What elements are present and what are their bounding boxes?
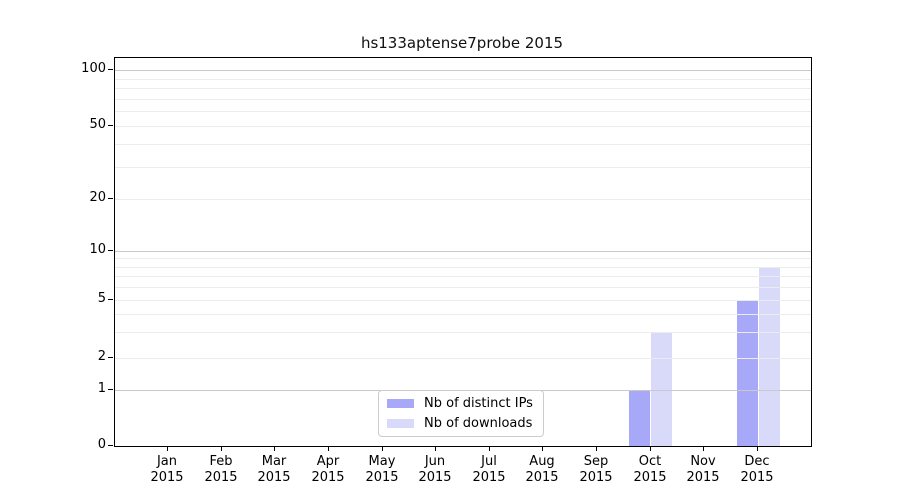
x-tick-label-month: Nov [690,454,716,469]
y-tick-label: 20 [89,190,106,205]
x-tick-label-year: 2015 [150,470,184,485]
y-axis-tick [108,299,113,300]
x-tick-label-year: 2015 [740,470,774,485]
x-axis-tick [703,447,704,451]
gridline-minor [115,300,811,301]
gridline-major [115,251,811,252]
bars-layer [115,58,811,446]
x-tick-label-year: 2015 [525,470,559,485]
chart-title: hs133aptense7probe 2015 [360,34,564,52]
gridline-minor [115,358,811,359]
bar-distinct-ips [629,390,651,446]
gridline-minor [115,126,811,127]
x-tick-label-month: May [368,454,396,469]
gridline-minor [115,314,811,315]
y-tick-label: 1 [97,381,106,396]
x-tick-label-month: Jul [481,454,497,469]
x-tick-label-month: Mar [261,454,287,469]
x-tick-label: Apr 2015 [288,454,368,486]
legend-item: Nb of distinct IPs [387,394,535,413]
y-tick-label: 50 [89,117,106,132]
x-tick-label: Sep 2015 [556,454,636,486]
legend-label: Nb of distinct IPs [424,396,533,411]
y-tick-label: 2 [97,349,106,364]
x-axis-tick [650,447,651,451]
gridline-minor [115,258,811,259]
y-axis-tick [108,357,113,358]
x-tick-label-year: 2015 [311,470,345,485]
y-tick-label: 100 [81,61,106,76]
x-tick-label: Jan 2015 [127,454,207,486]
x-tick-label-year: 2015 [204,470,238,485]
x-axis-tick [596,447,597,451]
legend-swatch [387,399,414,408]
y-axis-tick [108,389,113,390]
x-tick-label-month: Oct [638,454,662,469]
gridline-minor [115,287,811,288]
gridline-major [115,70,811,71]
bar-distinct-ips [736,300,758,446]
x-axis-tick [221,447,222,451]
x-tick-label-year: 2015 [579,470,613,485]
x-axis-tick [542,447,543,451]
x-tick-label: Jun 2015 [395,454,475,486]
y-axis-tick [108,445,113,446]
y-tick-label: 10 [89,242,106,257]
x-tick-label-month: Jan [156,454,178,469]
x-tick-label-year: 2015 [472,470,506,485]
y-axis-tick [108,125,113,126]
x-axis-tick [167,447,168,451]
x-tick-label-month: Dec [744,454,770,469]
gridline-minor [115,332,811,333]
gridline-minor [115,111,811,112]
x-tick-label-month: Aug [529,454,555,469]
grid-layer [115,58,811,446]
x-tick-label: Nov 2015 [663,454,743,486]
x-tick-label: Feb 2015 [181,454,261,486]
x-tick-label-year: 2015 [365,470,399,485]
gridline-minor [115,144,811,145]
legend-label: Nb of downloads [424,416,533,431]
x-axis-tick [274,447,275,451]
x-tick-label-month: Apr [316,454,340,469]
x-tick-label: Oct 2015 [610,454,690,486]
y-axis-tick [108,69,113,70]
x-axis-tick [382,447,383,451]
x-tick-label: Aug 2015 [502,454,582,486]
gridline-minor [115,167,811,168]
x-tick-label-month: Feb [209,454,233,469]
legend-item: Nb of downloads [387,414,535,433]
x-tick-label: May 2015 [342,454,422,486]
x-axis-tick [435,447,436,451]
x-tick-label-year: 2015 [633,470,667,485]
gridline-minor [115,88,811,89]
y-axis-tick [108,250,113,251]
x-tick-label-year: 2015 [257,470,291,485]
legend: Nb of distinct IPs Nb of downloads [378,390,544,437]
x-tick-label: Dec 2015 [717,454,797,486]
y-tick-label: 5 [97,291,106,306]
x-tick-label-year: 2015 [418,470,452,485]
x-axis-tick [757,447,758,451]
x-axis-tick [489,447,490,451]
x-tick-label: Jul 2015 [449,454,529,486]
x-tick-label-month: Sep [583,454,609,469]
x-tick-label: Mar 2015 [234,454,314,486]
bar-downloads [758,266,780,446]
gridline-minor [115,79,811,80]
y-axis-tick [108,198,113,199]
x-axis-tick [328,447,329,451]
x-tick-label-year: 2015 [686,470,720,485]
gridline-minor [115,267,811,268]
bar-downloads [651,332,673,446]
gridline-minor [115,199,811,200]
plot-area [114,57,812,447]
y-tick-label: 0 [97,437,106,452]
gridline-minor [115,276,811,277]
x-tick-label-month: Jun [424,454,446,469]
legend-swatch [387,419,414,428]
gridline-minor [115,99,811,100]
